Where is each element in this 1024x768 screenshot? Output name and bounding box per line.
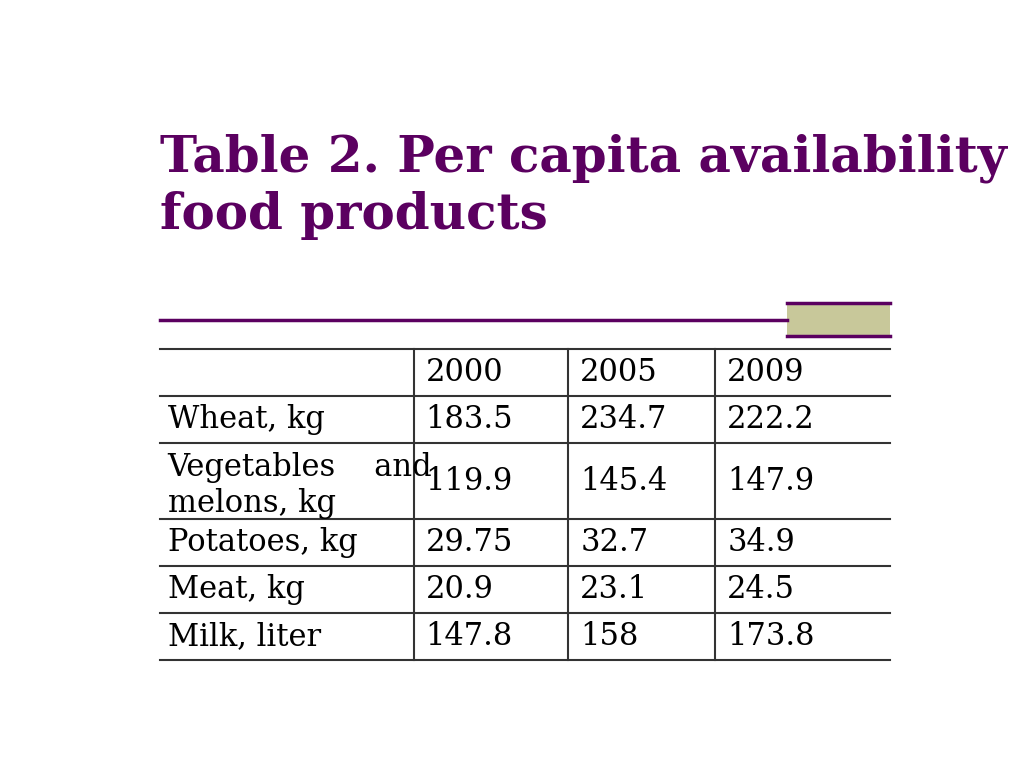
- Text: 32.7: 32.7: [581, 527, 648, 558]
- Text: 119.9: 119.9: [426, 465, 513, 497]
- Text: Table 2. Per capita availability of main
food products: Table 2. Per capita availability of main…: [160, 134, 1024, 240]
- Text: Vegetables    and
melons, kg: Vegetables and melons, kg: [168, 452, 432, 519]
- Text: 147.8: 147.8: [426, 621, 513, 652]
- FancyBboxPatch shape: [786, 303, 890, 336]
- Text: Potatoes, kg: Potatoes, kg: [168, 527, 357, 558]
- Text: 2000: 2000: [426, 357, 503, 389]
- Text: 34.9: 34.9: [727, 527, 795, 558]
- Text: Milk, liter: Milk, liter: [168, 621, 321, 652]
- Text: Wheat, kg: Wheat, kg: [168, 405, 325, 435]
- Text: 23.1: 23.1: [581, 574, 648, 605]
- Text: 20.9: 20.9: [426, 574, 494, 605]
- Text: 173.8: 173.8: [727, 621, 815, 652]
- Text: 147.9: 147.9: [727, 465, 814, 497]
- Text: 145.4: 145.4: [581, 465, 668, 497]
- Text: Meat, kg: Meat, kg: [168, 574, 304, 605]
- Text: 24.5: 24.5: [727, 574, 796, 605]
- Text: 2005: 2005: [581, 357, 658, 389]
- Text: 183.5: 183.5: [426, 405, 513, 435]
- Text: 222.2: 222.2: [727, 405, 815, 435]
- Text: 29.75: 29.75: [426, 527, 513, 558]
- Text: 234.7: 234.7: [581, 405, 668, 435]
- Text: 2009: 2009: [727, 357, 805, 389]
- Text: 158: 158: [581, 621, 639, 652]
